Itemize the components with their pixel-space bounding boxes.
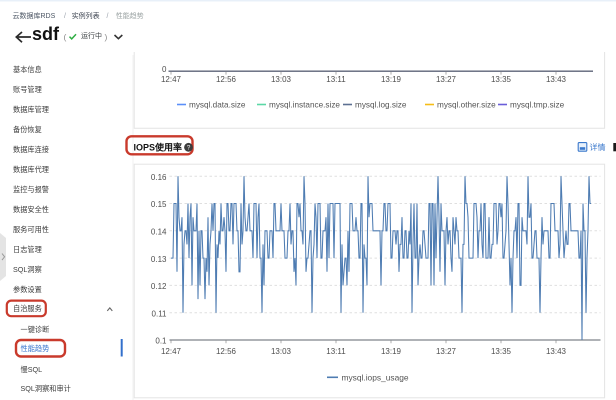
svg-text:13:27: 13:27 [436, 347, 457, 356]
svg-text:13:19: 13:19 [381, 75, 402, 84]
svg-text:13:35: 13:35 [491, 75, 512, 84]
svg-text:12:56: 12:56 [216, 75, 237, 84]
svg-text:13:19: 13:19 [381, 347, 402, 356]
svg-text:mysql.log.size: mysql.log.size [355, 100, 407, 109]
svg-text:13:43: 13:43 [546, 347, 567, 356]
svg-text:13:11: 13:11 [326, 347, 346, 356]
svg-text:mysql.tmp.size: mysql.tmp.size [510, 100, 565, 109]
svg-text:13:43: 13:43 [546, 75, 567, 84]
svg-text:?: ? [187, 144, 191, 151]
svg-text:12:47: 12:47 [161, 75, 182, 84]
svg-text:0.1: 0.1 [155, 337, 167, 346]
svg-text:13:03: 13:03 [271, 347, 292, 356]
svg-text:0.14: 0.14 [151, 228, 167, 237]
svg-text:0.15: 0.15 [151, 200, 167, 209]
svg-text:0.13: 0.13 [151, 255, 167, 264]
svg-text:0.16: 0.16 [151, 173, 167, 182]
svg-text:13:35: 13:35 [491, 347, 512, 356]
svg-text:13:11: 13:11 [326, 75, 346, 84]
svg-text:0.12: 0.12 [151, 282, 167, 291]
svg-text:mysql.instance.size: mysql.instance.size [269, 100, 340, 109]
svg-text:13:27: 13:27 [436, 75, 457, 84]
svg-text:12:56: 12:56 [216, 347, 237, 356]
svg-text:mysql.iops_usage: mysql.iops_usage [342, 373, 409, 383]
svg-text:13:03: 13:03 [271, 75, 292, 84]
svg-text:mysql.data.size: mysql.data.size [189, 100, 246, 109]
svg-text:详情: 详情 [590, 142, 606, 152]
svg-text:0: 0 [162, 65, 167, 74]
svg-text:12:47: 12:47 [161, 347, 182, 356]
svg-text:0.11: 0.11 [152, 309, 168, 318]
svg-text:IOPS使用率: IOPS使用率 [134, 142, 183, 153]
svg-text:mysql.other.size: mysql.other.size [437, 100, 496, 109]
